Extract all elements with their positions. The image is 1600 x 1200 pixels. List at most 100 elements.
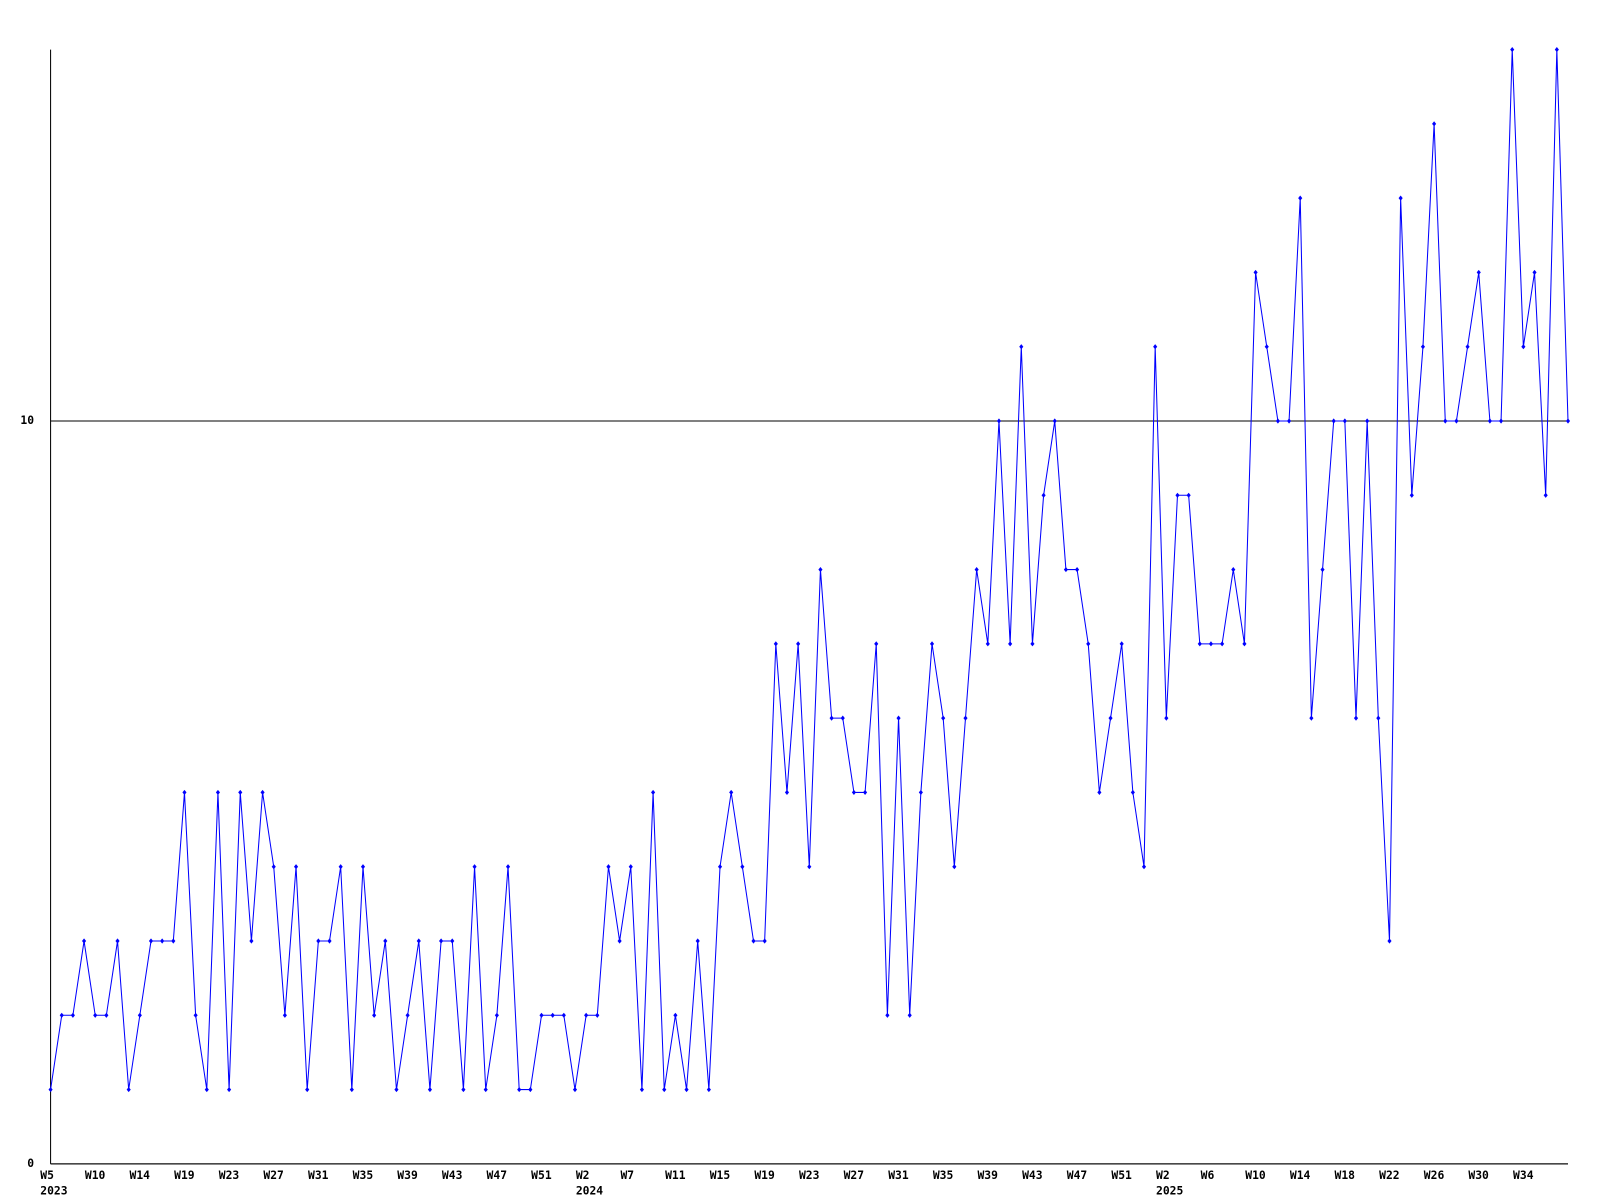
point [405,1012,410,1018]
point [249,938,254,944]
x-year-label: 2025 [1156,1184,1183,1198]
point [227,1086,232,1093]
point [160,938,165,944]
point [383,938,388,944]
point [1008,641,1013,647]
x-tick-label: W51 [531,1168,552,1182]
point [338,864,343,870]
point [48,1086,53,1093]
point [93,1012,98,1018]
point [450,938,455,944]
point [349,1086,354,1093]
point [1175,492,1180,498]
x-tick-label: W23 [219,1168,240,1182]
point [628,864,633,870]
y-tick-label: 10 [20,413,34,427]
point [305,1086,310,1093]
point [193,1012,198,1018]
point [941,715,946,721]
point [1231,566,1236,573]
point [840,715,845,721]
point [729,789,734,796]
point [829,715,834,721]
point [617,938,622,944]
x-tick-label: W10 [1245,1168,1266,1182]
point [740,864,745,870]
point [1465,344,1470,350]
point [863,789,868,796]
point [1019,344,1024,350]
point [483,1086,488,1093]
x-tick-label: W23 [799,1168,820,1182]
point [282,1012,287,1018]
point [1097,789,1102,796]
point [1498,418,1504,424]
x-tick-label: W43 [1022,1168,1043,1182]
point [1409,492,1414,498]
x-year-label: 2023 [40,1184,67,1198]
point [1286,418,1292,424]
point [1320,566,1325,573]
point [851,789,856,796]
point [1376,715,1381,721]
point [1242,641,1247,647]
point [70,1012,75,1018]
point [1030,641,1035,647]
point [260,789,265,796]
x-tick-label: W14 [1290,1168,1311,1182]
point [885,1012,890,1018]
point [1476,269,1481,276]
point [1164,715,1169,721]
point [1387,938,1392,944]
point [204,1086,209,1093]
x-year-label: 2024 [576,1184,603,1198]
point [1309,715,1314,721]
point [561,1012,566,1018]
point [137,1012,142,1018]
point [1398,195,1403,201]
point [662,1086,667,1093]
point [673,1012,678,1018]
point [472,864,477,870]
x-tick-label: W43 [442,1168,463,1182]
point [1153,344,1158,350]
x-tick-label: W35 [353,1168,374,1182]
point [1086,641,1091,647]
point [1264,344,1269,350]
point [1353,715,1359,721]
point [952,864,957,870]
x-tick-label: W27 [263,1168,283,1182]
point [550,1012,555,1018]
point [1554,46,1559,53]
point [606,864,611,870]
point [963,715,968,721]
point [528,1086,533,1093]
point [818,566,823,573]
point [1253,269,1258,276]
x-tick-label: W30 [1468,1168,1489,1182]
x-tick-label: W35 [933,1168,954,1182]
point [1565,418,1571,424]
x-tick-label: W47 [1067,1168,1087,1182]
point [1052,418,1057,424]
point [461,1086,466,1093]
point [1532,269,1537,276]
x-tick-label: W19 [754,1168,775,1182]
x-tick-label: W11 [665,1168,686,1182]
line [50,49,1569,1091]
point [316,938,321,944]
x-tick-label: W26 [1424,1168,1445,1182]
point [539,1012,544,1018]
x-tick-label: W18 [1335,1168,1356,1182]
point [584,1012,589,1018]
point [1220,641,1225,647]
point [182,789,187,796]
point [929,641,935,647]
x-tick-label: W10 [85,1168,106,1182]
point [394,1086,399,1093]
x-tick-label: W5 [40,1168,54,1182]
point [695,938,700,944]
point [427,1086,432,1093]
x-tick-label: W22 [1379,1168,1399,1182]
